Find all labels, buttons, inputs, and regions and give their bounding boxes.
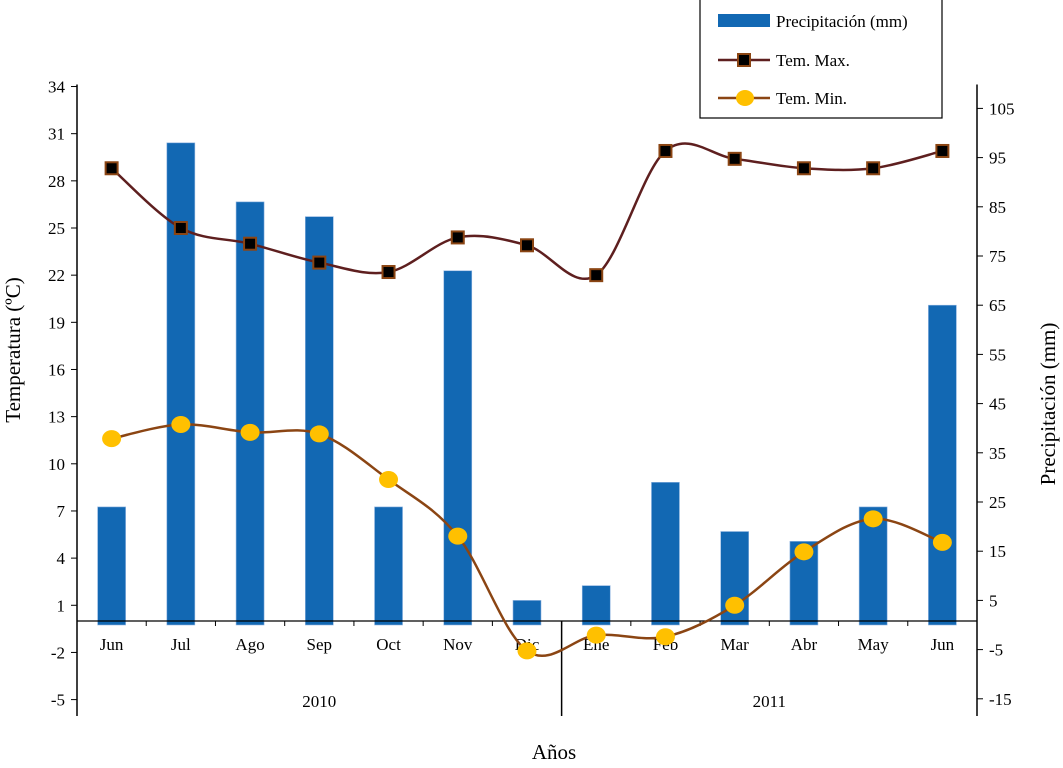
y-tick-label-right: -5 [989,641,1003,660]
y-tick-label-left: 28 [48,172,65,191]
y-tick-label-right: 95 [989,149,1006,168]
legend: Precipitación (mm) Tem. Max. Tem. Min. [699,0,943,119]
bar-jun [97,506,126,626]
legend-swatch-precipitation [718,14,770,27]
marker-tmax-oct [381,265,396,280]
legend-marker-tmax [737,53,751,67]
y-tick-label-left: 1 [57,596,66,615]
y-axis-left-title: Temperatura (ºC) [1,277,25,423]
x-axis-title: Años [532,740,576,763]
y-tick-label-left: 31 [48,125,65,144]
marker-tmax-may [866,161,881,176]
bar-ene [581,585,611,626]
marker-tmin-jun [932,533,952,551]
y-tick-label-left: -5 [51,691,65,710]
marker-tmax-mar [727,151,742,166]
y-tick-label-left: 16 [48,360,65,379]
y-tick-label-left: 34 [48,78,66,97]
y-tick-label-right: 55 [989,345,1006,364]
marker-tmin-sep [309,425,329,443]
marker-tmax-dic [520,238,534,253]
y-tick-label-left: -2 [51,643,65,662]
marker-tmin-ago [240,423,260,441]
marker-tmax-ago [243,236,258,251]
y-tick-label-right: 75 [989,247,1006,266]
marker-tmin-dic [517,642,537,660]
precipitation-bars [97,142,957,626]
x-tick-label: Oct [376,635,401,654]
bar-oct [374,506,403,626]
marker-tmin-oct [379,471,399,489]
marker-tmax-sep [312,255,327,270]
axis-labels: Temperatura (ºC) Precipitación (mm) Años [1,277,1060,764]
bar-jun [928,304,957,626]
marker-tmin-ene [586,626,606,644]
x-tick-label: Mar [721,635,750,654]
marker-tmax-ene [589,268,604,283]
marker-tmax-feb [658,143,673,158]
marker-tmin-abr [794,543,814,561]
marker-tmin-jul [171,416,191,433]
bar-ago [235,201,265,626]
x-tick-label: Sep [307,635,333,654]
y-tick-label-left: 13 [48,408,65,427]
bar-nov [443,270,473,626]
x-tick-label: Jun [931,635,955,654]
temperature-lines [102,142,952,660]
legend-label-tmin: Tem. Min. [776,89,847,108]
marker-tmax-nov [450,230,465,245]
bar-jul [166,142,196,626]
y-tick-label-right: 5 [989,591,998,610]
x-tick-label: Jul [171,635,191,654]
x-tick-label: Jun [100,635,124,654]
y-tick-label-right: -15 [989,690,1012,709]
legend-label-precipitation: Precipitación (mm) [776,12,908,31]
marker-tmin-jun [102,430,122,448]
marker-tmax-jul [173,221,188,235]
y-tick-label-left: 22 [48,266,65,285]
year-label: 2010 [302,692,336,711]
x-tick-label: Abr [791,635,818,654]
y-tick-label-right: 65 [989,296,1006,315]
legend-marker-tmin [736,90,754,106]
marker-tmax-jun [104,161,119,176]
y-tick-label-right: 85 [989,198,1006,217]
bar-sep [305,216,334,626]
marker-tmin-may [863,510,883,528]
y-tick-label-left: 4 [57,549,66,568]
y-tick-label-right: 105 [989,99,1015,118]
y-tick-label-left: 7 [57,502,66,521]
y-tick-label-right: 25 [989,493,1006,512]
marker-tmax-abr [796,161,811,176]
bar-feb [651,482,680,626]
y-tick-label-left: 10 [48,455,65,474]
y-tick-label-left: 19 [48,313,65,332]
y-tick-label-left: 25 [48,219,65,238]
y-tick-label-right: 35 [989,444,1006,463]
marker-tmin-nov [448,527,468,545]
marker-tmax-jun [935,143,950,158]
year-label: 2011 [753,692,786,711]
x-tick-label: Ago [235,635,264,654]
marker-tmin-feb [655,628,675,646]
y-tick-label-right: 15 [989,542,1006,561]
y-tick-label-right: 45 [989,395,1006,414]
marker-tmin-mar [725,596,745,614]
axes: -5 -2 1 4 7 10 13 16 19 22 25 28 31 34 -15 -5 5 15 25 35 45 5… [48,78,1015,716]
legend-label-tmax: Tem. Max. [776,51,850,70]
x-tick-label: Nov [443,635,473,654]
y-axis-right-title: Precipitación (mm) [1036,323,1060,486]
x-tick-label: May [858,635,890,654]
